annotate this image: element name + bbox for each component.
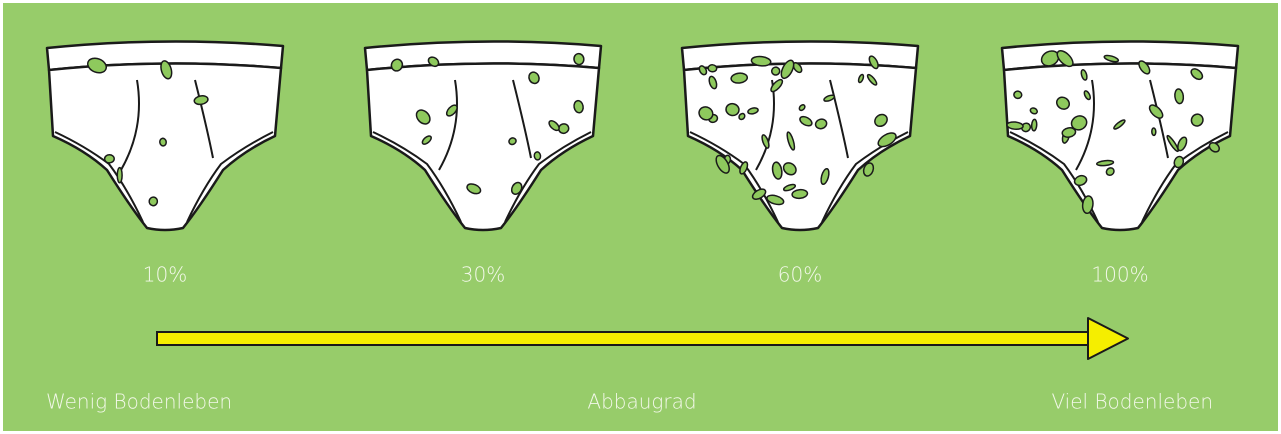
- decay-spot: [149, 197, 158, 207]
- stage-label: 30%: [461, 263, 505, 287]
- stage-label: 60%: [778, 263, 822, 287]
- decay-spot: [1152, 128, 1156, 136]
- center-label: Abbaugrad: [587, 390, 696, 414]
- stage-label: 100%: [1091, 263, 1148, 287]
- decay-spot: [1031, 119, 1037, 131]
- infographic: 10% 30% 60% 100% Wenig Bodenleben Abbaugrad…: [0, 0, 1281, 434]
- arrow-shaft: [157, 332, 1092, 345]
- stage-label: 10%: [143, 263, 187, 287]
- decay-spot: [117, 168, 122, 183]
- decay-spot: [104, 155, 114, 164]
- end-label: Viel Bodenleben: [1051, 390, 1213, 414]
- page: 10% 30% 60% 100% Wenig Bodenleben Abbaugrad…: [0, 0, 1281, 434]
- decay-spot: [159, 138, 167, 147]
- decay-spot: [534, 151, 541, 160]
- decay-spot: [708, 64, 717, 72]
- start-label: Wenig Bodenleben: [46, 390, 232, 414]
- decay-spot: [1013, 91, 1022, 99]
